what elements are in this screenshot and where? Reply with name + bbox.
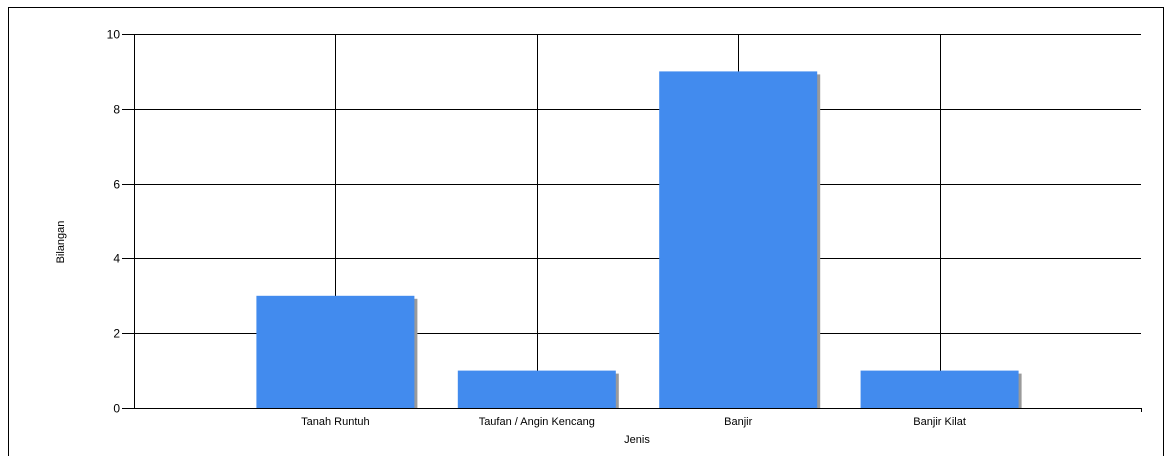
x-tick-label: Taufan / Angin Kencang xyxy=(479,416,595,428)
x-axis-title: Jenis xyxy=(624,434,650,446)
y-tick-label: 6 xyxy=(113,178,120,192)
x-tick-label: Banjir xyxy=(724,416,752,428)
bar xyxy=(659,71,818,409)
y-tick-label: 0 xyxy=(113,402,120,416)
x-tick-label: Tanah Runtuh xyxy=(301,416,370,428)
chart-frame xyxy=(8,7,1164,456)
y-axis-title: Bilangan xyxy=(55,221,67,264)
bar xyxy=(256,295,415,408)
axis-labels: 0 2 4 6 8 10 Tanah Runtuh Taufan / Angin Kencan… xyxy=(107,28,966,429)
y-tick-label: 8 xyxy=(113,103,120,117)
bar xyxy=(860,370,1019,408)
bars xyxy=(256,71,1022,409)
y-tick-label: 10 xyxy=(107,28,121,42)
y-tick-label: 4 xyxy=(113,252,120,266)
bar xyxy=(457,370,616,408)
x-tick-label: Banjir Kilat xyxy=(913,416,966,428)
axes xyxy=(122,34,1142,412)
y-tick-label: 2 xyxy=(113,327,120,341)
